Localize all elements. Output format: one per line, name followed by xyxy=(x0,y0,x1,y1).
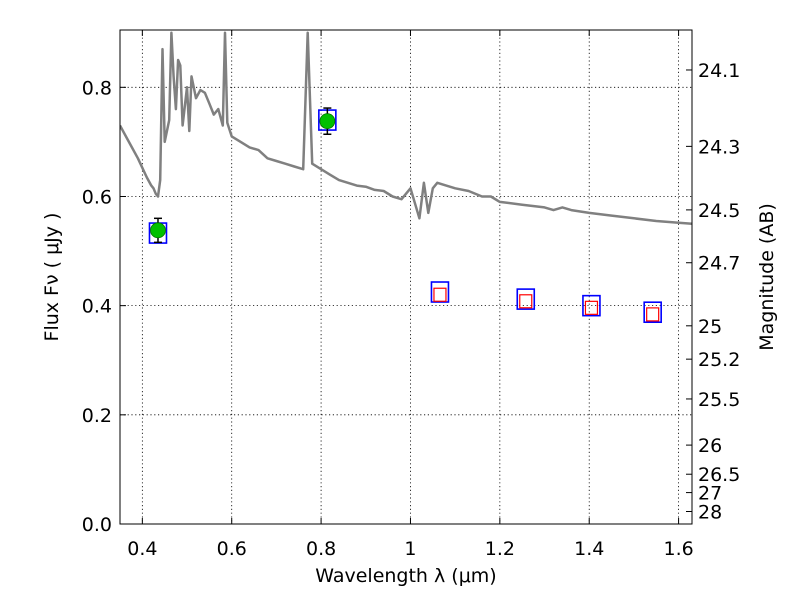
mag-tick-label: 25.5 xyxy=(698,389,740,411)
model-flux-box xyxy=(516,288,536,310)
upper-limit-marker xyxy=(646,307,660,322)
grid xyxy=(120,30,692,525)
x-tick-label: 1.6 xyxy=(663,538,693,560)
mag-tick-label: 26.5 xyxy=(698,464,740,486)
x-tick-label: 0.6 xyxy=(217,538,247,560)
x-tick-label: 1.2 xyxy=(485,538,515,560)
axis-ticks: 0.4 0.6 0.8 1 1.2 1.4 1.6 0.0 0.2 0.4 0.6 0.8 24.1 24… xyxy=(82,30,740,560)
x-tick-label: 1 xyxy=(404,538,416,560)
mag-tick-label: 24.5 xyxy=(698,200,740,222)
x-tick-label: 0.8 xyxy=(306,538,336,560)
y-tick-label: 0.6 xyxy=(82,186,112,208)
observed-point xyxy=(150,222,166,239)
y2-axis-label: Magnitude (AB) xyxy=(756,203,778,351)
model-flux-box xyxy=(643,301,662,324)
y-axis-label: Flux Fν ( μJy ) xyxy=(41,213,63,342)
upper-limit-marker xyxy=(519,294,533,309)
model-spectrum-line xyxy=(120,31,692,226)
y-tick-label: 0.0 xyxy=(82,514,112,536)
model-flux-box xyxy=(582,294,601,317)
y-tick-label: 0.8 xyxy=(82,77,112,99)
upper-limit-marker xyxy=(433,287,447,302)
mag-tick-label: 25 xyxy=(698,316,722,338)
mag-tick-label: 28 xyxy=(698,501,722,523)
mag-tick-label: 26 xyxy=(698,435,722,457)
x-axis-label: Wavelength λ (μm) xyxy=(315,565,496,587)
upper-limit-marker xyxy=(584,300,599,315)
x-tick-label: 0.4 xyxy=(127,538,157,560)
plot-area xyxy=(120,31,692,324)
mag-tick-label: 27 xyxy=(698,483,722,505)
observed-point xyxy=(319,113,336,130)
mag-tick-label: 25.2 xyxy=(698,349,740,371)
mag-tick-label: 24.7 xyxy=(698,253,740,275)
x-tick-label: 1.4 xyxy=(574,538,604,560)
y-tick-label: 0.2 xyxy=(82,405,112,427)
mag-tick-label: 24.1 xyxy=(698,60,740,82)
mag-tick-label: 24.3 xyxy=(698,136,740,158)
y-tick-label: 0.4 xyxy=(82,296,112,318)
model-flux-box xyxy=(430,281,450,303)
plot-frame xyxy=(119,29,693,525)
